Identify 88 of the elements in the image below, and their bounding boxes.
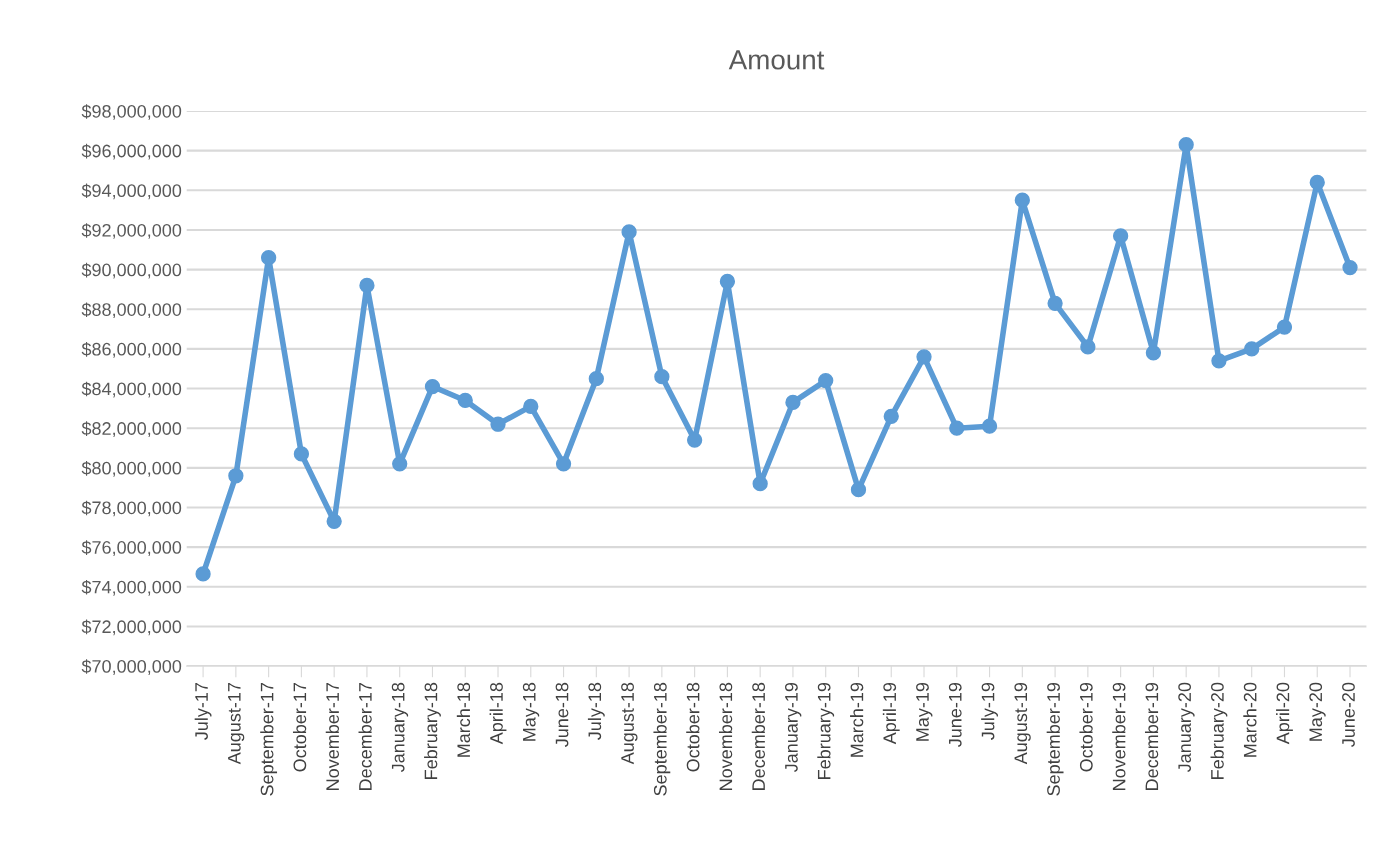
point — [1276, 319, 1293, 335]
point — [326, 513, 342, 529]
point — [523, 398, 539, 415]
y-tick-label: $82,000,000 — [81, 421, 182, 438]
point — [654, 369, 670, 385]
x-tick-label: June-20 — [1342, 682, 1355, 747]
point — [260, 250, 277, 266]
x-tick-label: October-19 — [1079, 682, 1093, 772]
x-tick-label: November-19 — [1112, 682, 1126, 790]
point — [359, 277, 375, 294]
y-tick-label: $92,000,000 — [81, 223, 182, 239]
point — [785, 394, 801, 411]
point — [555, 456, 572, 472]
point — [1309, 174, 1325, 191]
x-tick-label: May-20 — [1309, 682, 1326, 741]
y-tick-label: $94,000,000 — [81, 183, 182, 200]
x-tick-label: December-18 — [751, 682, 766, 790]
x-tick-label: September-19 — [1046, 682, 1064, 796]
y-tick-label: $70,000,000 — [81, 659, 182, 675]
x-tick-label: January-19 — [785, 682, 802, 773]
x-tick-label: May-19 — [916, 682, 933, 741]
y-tick-label: $90,000,000 — [81, 262, 182, 279]
x-tick-label: March-18 — [456, 682, 471, 757]
x-tick-label: January-18 — [391, 682, 409, 773]
point — [1014, 192, 1030, 208]
x-tick-label: July-18 — [587, 682, 605, 740]
point — [1080, 339, 1096, 355]
x-tick-label: August-17 — [228, 682, 245, 765]
point — [818, 372, 834, 389]
point — [981, 418, 998, 434]
y-tick-label: $72,000,000 — [81, 619, 182, 636]
point — [457, 392, 473, 409]
point — [293, 446, 310, 462]
y-tick-label: $76,000,000 — [81, 540, 182, 556]
point — [1244, 341, 1260, 357]
x-tick-label: January-20 — [1178, 682, 1195, 773]
x-tick-label: August-19 — [1014, 682, 1031, 765]
y-tick-label: $98,000,000 — [81, 104, 182, 120]
x-tick-label: June-18 — [555, 682, 569, 747]
x-tick-label: July-17 — [194, 682, 212, 740]
x-tick-label: April-18 — [489, 682, 507, 745]
x-tick-label: July-19 — [981, 682, 998, 740]
point — [686, 432, 703, 448]
x-tick-label: February-18 — [424, 682, 441, 779]
y-tick-label: $96,000,000 — [81, 143, 182, 160]
point — [588, 370, 604, 387]
y-tick-label: $84,000,000 — [81, 381, 182, 398]
point — [228, 468, 244, 484]
point — [1145, 345, 1162, 361]
y-tick-label: $80,000,000 — [81, 461, 182, 477]
x-tick-label: May-18 — [522, 682, 540, 741]
point — [1342, 259, 1358, 276]
x-tick-label: November-18 — [718, 682, 733, 790]
chart-title: Amount — [728, 50, 825, 70]
y-tick-label: $88,000,000 — [81, 302, 182, 319]
x-tick-label: March-19 — [850, 682, 864, 757]
point — [195, 566, 211, 582]
x-tick-label: June-19 — [948, 682, 962, 747]
x-tick-label: April-20 — [1276, 682, 1293, 745]
x-tick-label: November-17 — [325, 682, 340, 790]
x-tick-label: September-18 — [653, 682, 671, 796]
x-tick-label: September-17 — [260, 682, 278, 796]
y-tick-label: $78,000,000 — [81, 500, 182, 517]
point — [949, 420, 965, 436]
point — [752, 476, 768, 492]
point — [916, 349, 932, 365]
x-tick-label: December-19 — [1144, 682, 1159, 790]
point — [392, 456, 408, 472]
x-tick-label: March-20 — [1243, 682, 1257, 757]
point — [883, 408, 899, 424]
point — [1112, 228, 1129, 244]
y-tick-label: $74,000,000 — [81, 579, 182, 596]
x-tick-label: December-17 — [358, 682, 372, 790]
x-tick-label: February-20 — [1210, 682, 1228, 779]
x-tick-label: February-19 — [817, 682, 835, 779]
x-tick-label: April-19 — [882, 682, 900, 745]
point — [424, 378, 441, 395]
point — [1211, 353, 1227, 369]
point — [850, 482, 867, 498]
point — [1178, 137, 1194, 153]
x-tick-label: October-18 — [686, 682, 700, 772]
x-tick-label: August-18 — [621, 682, 638, 765]
x-tick-label: October-17 — [292, 682, 307, 772]
point — [490, 416, 506, 432]
point — [621, 224, 637, 240]
point — [1047, 295, 1063, 311]
point — [719, 273, 736, 290]
y-tick-label: $86,000,000 — [81, 342, 182, 358]
